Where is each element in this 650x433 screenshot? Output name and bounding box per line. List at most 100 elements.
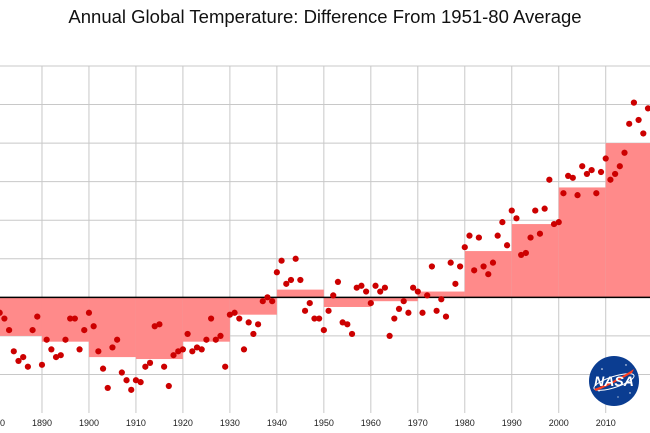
- data-point: [330, 292, 337, 299]
- data-point: [410, 284, 417, 291]
- data-point: [391, 315, 398, 322]
- x-tick-label: 1910: [126, 418, 146, 428]
- data-point: [386, 332, 393, 339]
- data-point: [175, 348, 182, 355]
- data-point: [184, 330, 191, 338]
- chart-title: Annual Global Temperature: Difference Fr…: [68, 6, 582, 27]
- data-point: [527, 234, 534, 241]
- data-point: [179, 346, 187, 353]
- data-point: [34, 313, 41, 320]
- data-point: [640, 130, 647, 137]
- data-point: [95, 348, 102, 355]
- data-point: [541, 205, 548, 212]
- data-point: [48, 346, 55, 353]
- data-point: [128, 386, 135, 393]
- decade-bar: [323, 297, 371, 307]
- x-tick-label: 2010: [596, 418, 616, 428]
- data-point: [311, 315, 318, 322]
- data-point: [231, 309, 238, 316]
- data-point: [38, 361, 46, 368]
- data-point: [99, 365, 107, 372]
- data-point: [395, 305, 403, 312]
- data-point: [156, 321, 163, 328]
- data-point: [146, 359, 154, 366]
- data-point: [536, 230, 544, 237]
- data-point: [236, 315, 243, 322]
- data-point: [114, 336, 121, 343]
- data-point: [5, 327, 13, 334]
- data-point: [574, 192, 581, 199]
- data-point: [151, 323, 158, 330]
- data-point: [0, 309, 3, 316]
- x-tick-labels: 1880 1890 1900 1910 1920 1930 1940 1950 1960 1970…: [0, 418, 616, 428]
- data-point: [316, 315, 323, 322]
- data-point: [626, 120, 633, 127]
- x-tick-label: 1930: [220, 418, 240, 428]
- data-point: [471, 267, 478, 274]
- data-point: [593, 190, 600, 197]
- data-point: [81, 327, 88, 334]
- data-point: [424, 292, 431, 299]
- data-point: [532, 207, 539, 214]
- data-point: [15, 357, 22, 365]
- nasa-logo: NASA: [589, 356, 639, 406]
- data-point: [165, 382, 172, 390]
- x-tick-label: 1890: [32, 418, 52, 428]
- data-point: [132, 377, 140, 384]
- data-point: [57, 352, 64, 359]
- data-point: [508, 207, 515, 214]
- data-point: [203, 336, 210, 343]
- data-point: [1, 315, 8, 322]
- data-point: [644, 105, 650, 112]
- data-point: [597, 168, 605, 176]
- data-point: [555, 219, 562, 226]
- data-point: [475, 234, 482, 241]
- data-point: [137, 379, 144, 386]
- x-tick-label: 1970: [408, 418, 428, 428]
- data-point: [283, 280, 290, 287]
- data-point: [240, 346, 248, 353]
- data-point: [372, 282, 379, 289]
- data-point: [348, 330, 356, 338]
- data-point: [353, 284, 360, 291]
- data-point: [29, 327, 36, 334]
- data-point: [414, 288, 421, 295]
- data-point: [363, 288, 370, 295]
- data-point: [588, 167, 595, 174]
- decade-bar: [558, 187, 606, 298]
- data-point: [442, 313, 450, 320]
- data-point: [466, 232, 473, 239]
- data-point: [123, 377, 130, 384]
- x-tick-label: 1900: [79, 418, 99, 428]
- data-point: [579, 163, 586, 170]
- data-point: [602, 155, 609, 162]
- decade-bar: [370, 297, 418, 302]
- data-point: [489, 259, 497, 266]
- data-point: [292, 255, 299, 262]
- data-point: [456, 263, 464, 270]
- data-point: [433, 307, 440, 314]
- x-tick-label: 1960: [361, 418, 381, 428]
- x-tick-label: 1980: [455, 418, 475, 428]
- data-point: [170, 352, 177, 359]
- data-point: [607, 176, 614, 183]
- x-tick-label: 1940: [267, 418, 287, 428]
- data-point: [621, 149, 628, 156]
- decade-bar: [511, 224, 559, 298]
- data-point: [494, 232, 501, 239]
- data-point: [480, 263, 487, 270]
- data-point: [428, 263, 435, 270]
- data-point: [461, 244, 468, 251]
- data-point: [485, 271, 492, 278]
- data-point: [612, 170, 619, 178]
- decade-bar: [417, 291, 465, 298]
- x-tick-label: 1990: [502, 418, 522, 428]
- decade-bar: [605, 143, 650, 298]
- data-point: [325, 307, 332, 314]
- data-point: [452, 280, 459, 287]
- data-point: [297, 276, 304, 284]
- data-point: [76, 346, 83, 353]
- data-point: [62, 336, 69, 343]
- data-point: [616, 163, 623, 170]
